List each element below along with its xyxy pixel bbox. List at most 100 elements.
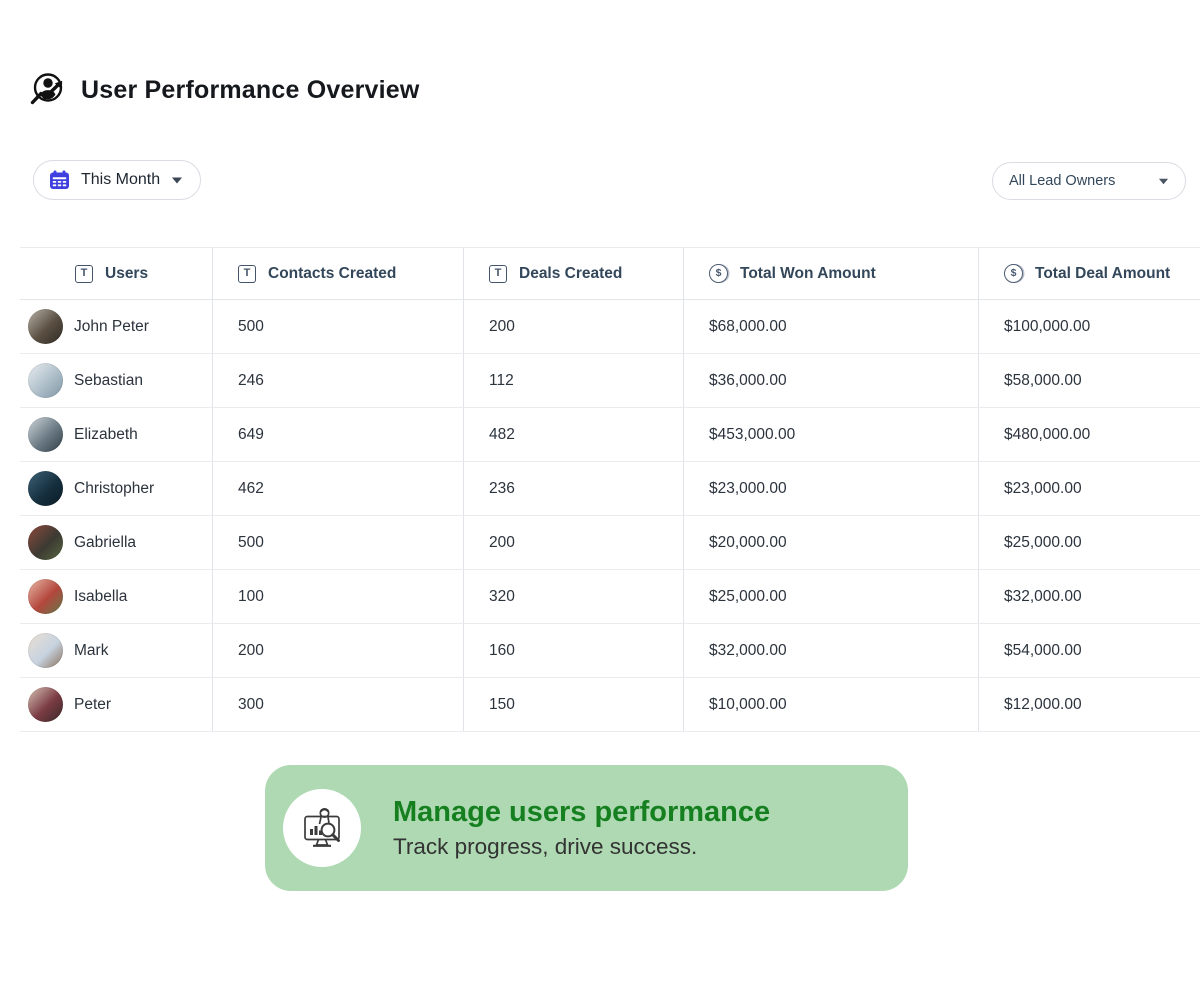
text-type-icon: T <box>238 264 256 283</box>
user-cell: Mark <box>20 623 213 678</box>
column-header-total-won-amount[interactable]: $ Total Won Amount <box>683 247 979 300</box>
total-deal-amount-cell: $23,000.00 <box>978 461 1200 516</box>
avatar <box>28 525 63 560</box>
banner-title: Manage users performance <box>393 795 771 828</box>
performance-table: T Users T Contacts Created T Deals Created $ To… <box>20 247 1200 732</box>
user-name: Sebastian <box>74 371 143 389</box>
user-name: Gabriella <box>74 533 137 551</box>
user-name: John Peter <box>74 317 149 335</box>
deals-created-cell: 112 <box>463 353 684 408</box>
table-row[interactable]: Peter 300 150 $10,000.00 $12,000.00 <box>20 677 1200 732</box>
avatar <box>28 417 63 452</box>
user-name: Mark <box>74 641 109 659</box>
user-performance-icon <box>28 71 66 109</box>
table-row[interactable]: Christopher 462 236 $23,000.00 $23,000.00 <box>20 461 1200 516</box>
text-type-icon: T <box>75 264 93 283</box>
user-name: Elizabeth <box>74 425 138 443</box>
deals-created-cell: 320 <box>463 569 684 624</box>
contacts-created-cell: 200 <box>212 623 464 678</box>
banner-icon-circle <box>283 789 361 867</box>
text-type-icon: T <box>489 264 507 283</box>
contacts-created-cell: 462 <box>212 461 464 516</box>
manage-performance-banner: Manage users performance Track progress,… <box>265 765 908 891</box>
chevron-down-icon <box>1158 173 1169 189</box>
calendar-icon <box>49 170 70 190</box>
table-row[interactable]: Isabella 100 320 $25,000.00 $32,000.00 <box>20 569 1200 624</box>
total-deal-amount-cell: $32,000.00 <box>978 569 1200 624</box>
contacts-created-cell: 500 <box>212 299 464 354</box>
column-label: Deals Created <box>519 264 623 282</box>
deals-created-cell: 160 <box>463 623 684 678</box>
contacts-created-cell: 300 <box>212 677 464 732</box>
total-won-amount-cell: $23,000.00 <box>683 461 979 516</box>
banner-text: Manage users performance Track progress,… <box>393 796 770 860</box>
user-cell: Sebastian <box>20 353 213 408</box>
table-row[interactable]: Sebastian 246 112 $36,000.00 $58,000.00 <box>20 353 1200 408</box>
table-row[interactable]: Gabriella 500 200 $20,000.00 $25,000.00 <box>20 515 1200 570</box>
avatar <box>28 633 63 668</box>
avatar <box>28 579 63 614</box>
performance-table-container: T Users T Contacts Created T Deals Created $ To… <box>20 247 1200 732</box>
total-won-amount-cell: $25,000.00 <box>683 569 979 624</box>
avatar <box>28 687 63 722</box>
table-row[interactable]: Elizabeth 649 482 $453,000.00 $480,000.00 <box>20 407 1200 462</box>
column-header-users[interactable]: T Users <box>20 247 213 300</box>
chevron-down-icon <box>171 171 183 189</box>
page-header: User Performance Overview <box>28 71 420 109</box>
user-cell: John Peter <box>20 299 213 354</box>
column-header-total-deal-amount[interactable]: $ Total Deal Amount <box>978 247 1200 300</box>
total-won-amount-cell: $453,000.00 <box>683 407 979 462</box>
avatar <box>28 309 63 344</box>
avatar <box>28 471 63 506</box>
avatar <box>28 363 63 398</box>
column-header-contacts-created[interactable]: T Contacts Created <box>212 247 464 300</box>
user-cell: Christopher <box>20 461 213 516</box>
total-deal-amount-cell: $58,000.00 <box>978 353 1200 408</box>
user-cell: Elizabeth <box>20 407 213 462</box>
table-row[interactable]: John Peter 500 200 $68,000.00 $100,000.00 <box>20 299 1200 354</box>
date-filter-dropdown[interactable]: This Month <box>33 160 202 200</box>
total-deal-amount-cell: $480,000.00 <box>978 407 1200 462</box>
monitor-magnifier-icon <box>298 804 346 852</box>
total-won-amount-cell: $32,000.00 <box>683 623 979 678</box>
user-cell: Gabriella <box>20 515 213 570</box>
column-label: Total Deal Amount <box>1035 264 1171 282</box>
user-cell: Isabella <box>20 569 213 624</box>
total-deal-amount-cell: $12,000.00 <box>978 677 1200 732</box>
page-title: User Performance Overview <box>81 75 420 104</box>
currency-icon: $ <box>709 264 728 283</box>
user-cell: Peter <box>20 677 213 732</box>
user-name: Isabella <box>74 587 128 605</box>
column-label: Total Won Amount <box>740 264 876 282</box>
table-row[interactable]: Mark 200 160 $32,000.00 $54,000.00 <box>20 623 1200 678</box>
column-label: Users <box>105 264 149 282</box>
total-deal-amount-cell: $100,000.00 <box>978 299 1200 354</box>
contacts-created-cell: 649 <box>212 407 464 462</box>
user-name: Peter <box>74 695 112 713</box>
deals-created-cell: 150 <box>463 677 684 732</box>
banner-subtitle: Track progress, drive success. <box>393 834 698 860</box>
total-won-amount-cell: $68,000.00 <box>683 299 979 354</box>
deals-created-cell: 200 <box>463 299 684 354</box>
contacts-created-cell: 500 <box>212 515 464 570</box>
deals-created-cell: 200 <box>463 515 684 570</box>
total-deal-amount-cell: $54,000.00 <box>978 623 1200 678</box>
deals-created-cell: 236 <box>463 461 684 516</box>
total-won-amount-cell: $20,000.00 <box>683 515 979 570</box>
column-label: Contacts Created <box>268 264 397 282</box>
total-won-amount-cell: $36,000.00 <box>683 353 979 408</box>
total-won-amount-cell: $10,000.00 <box>683 677 979 732</box>
deals-created-cell: 482 <box>463 407 684 462</box>
owner-filter-label: All Lead Owners <box>1009 173 1116 189</box>
contacts-created-cell: 100 <box>212 569 464 624</box>
total-deal-amount-cell: $25,000.00 <box>978 515 1200 570</box>
lead-owner-filter-dropdown[interactable]: All Lead Owners <box>992 162 1186 200</box>
currency-icon: $ <box>1004 264 1023 283</box>
table-header: T Users T Contacts Created T Deals Created $ To… <box>20 247 1200 300</box>
date-filter-label: This Month <box>81 171 161 188</box>
contacts-created-cell: 246 <box>212 353 464 408</box>
table-body: John Peter 500 200 $68,000.00 $100,000.00 Seb… <box>20 299 1200 732</box>
column-header-deals-created[interactable]: T Deals Created <box>463 247 684 300</box>
user-name: Christopher <box>74 479 155 497</box>
